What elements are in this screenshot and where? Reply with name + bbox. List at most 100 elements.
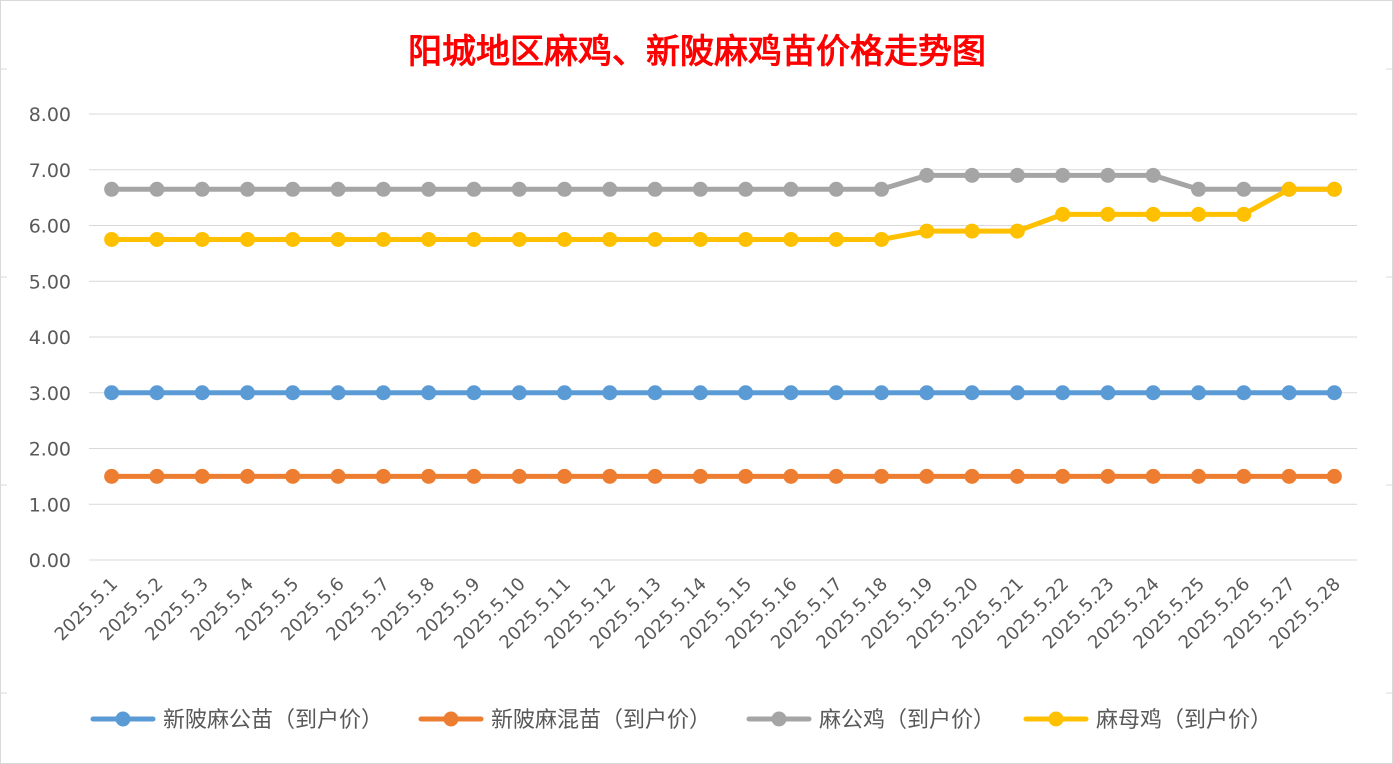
data-point [1145,385,1161,401]
legend-marker [1048,711,1064,727]
series-group [104,167,1342,484]
data-point [557,181,572,197]
data-point [194,181,210,197]
data-point [602,468,618,484]
data-point [330,468,346,484]
data-point [1009,167,1025,183]
data-point [647,468,663,484]
data-point [828,181,844,197]
series-2 [104,167,1342,197]
y-axis-ticks: 0.00 1.00 2.00 3.00 4.00 5.00 6.00 7.00 8.00 [29,104,71,572]
data-point [964,167,980,183]
y-tick-label: 7.00 [29,160,71,182]
data-point [1055,385,1071,401]
legend-item-3: 麻母鸡（到户价） [1023,708,1272,733]
data-point [783,231,799,247]
y-tick-label: 8.00 [29,104,71,126]
legend: 新陂麻公苗（到户价） 新陂麻混苗（到户价） 麻公鸡（到户价） 麻母鸡（到户价） [90,708,1272,733]
y-tick-label: 2.00 [29,439,71,461]
legend-item-0: 新陂麻公苗（到户价） [90,708,383,733]
data-point [557,231,572,247]
data-point [1236,468,1252,484]
data-point [1100,167,1116,183]
data-point [511,468,527,484]
data-point [828,468,844,484]
data-point [1145,468,1161,484]
data-point [964,385,980,401]
data-point [421,385,437,401]
data-point [1100,468,1116,484]
series-1 [104,468,1342,484]
data-point [240,181,255,197]
data-point [1191,181,1206,197]
y-tick-label: 3.00 [29,383,71,405]
y-tick-label: 0.00 [29,550,71,572]
series-line [109,172,1337,192]
legend-label: 麻公鸡（到户价） [819,708,995,733]
data-point [375,468,391,484]
data-point [285,231,301,247]
data-point [466,181,482,197]
data-point [1145,206,1161,222]
data-point [194,385,210,401]
data-point [1055,206,1071,222]
data-point [1281,181,1297,197]
legend-item-2: 麻公鸡（到户价） [746,708,995,733]
data-point [194,231,210,247]
data-point [828,231,844,247]
data-point [104,231,120,247]
series-0 [104,385,1342,401]
x-axis-ticks: 2025.5.12025.5.22025.5.32025.5.42025.5.5… [51,574,1345,654]
data-point [421,181,437,197]
data-point [240,468,255,484]
data-point [783,385,799,401]
data-point [1236,385,1252,401]
data-point [1145,167,1161,183]
data-point [919,385,935,401]
data-point [466,231,482,247]
data-point [874,468,889,484]
data-point [1009,468,1025,484]
legend-marker [771,711,787,727]
data-point [738,468,754,484]
data-point [738,385,754,401]
legend-label: 麻母鸡（到户价） [1096,708,1272,733]
data-point [1281,468,1297,484]
data-point [1236,206,1252,222]
data-point [557,468,572,484]
data-point [874,181,889,197]
data-point [285,181,301,197]
data-point [647,231,663,247]
y-tick-label: 1.00 [29,494,71,516]
data-point [466,468,482,484]
series-line [109,186,1337,242]
data-point [1055,468,1071,484]
data-point [1326,181,1342,197]
y-tick-label: 4.00 [29,327,71,349]
data-point [511,181,527,197]
edge-marks [1,68,1392,694]
data-point [647,385,663,401]
data-point [149,468,165,484]
data-point [149,231,165,247]
data-point [692,468,708,484]
data-point [375,231,391,247]
data-point [285,385,301,401]
data-point [692,181,708,197]
data-point [964,468,980,484]
data-point [1281,385,1297,401]
data-point [1100,385,1116,401]
data-point [330,385,346,401]
chart-title: 阳城地区麻鸡、新陂麻鸡苗价格走势图 [408,32,986,72]
series-3 [104,181,1342,247]
data-point [647,181,663,197]
data-point [421,231,437,247]
data-point [738,231,754,247]
data-point [602,231,618,247]
data-point [1055,167,1071,183]
legend-item-1: 新陂麻混苗（到户价） [418,708,711,733]
y-tick-label: 6.00 [29,216,71,238]
legend-marker [443,711,459,727]
